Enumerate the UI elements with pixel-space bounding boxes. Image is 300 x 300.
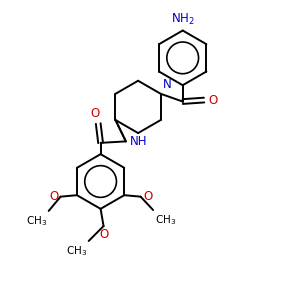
Text: NH$_2$: NH$_2$ — [171, 12, 195, 27]
Text: CH$_3$: CH$_3$ — [154, 213, 176, 227]
Text: CH$_3$: CH$_3$ — [66, 244, 87, 258]
Text: CH$_3$: CH$_3$ — [26, 214, 47, 228]
Text: O: O — [208, 94, 217, 106]
Text: NH: NH — [129, 135, 147, 148]
Text: N: N — [163, 78, 172, 91]
Text: O: O — [143, 190, 152, 203]
Text: O: O — [99, 229, 108, 242]
Text: O: O — [90, 107, 99, 120]
Text: O: O — [49, 190, 58, 203]
